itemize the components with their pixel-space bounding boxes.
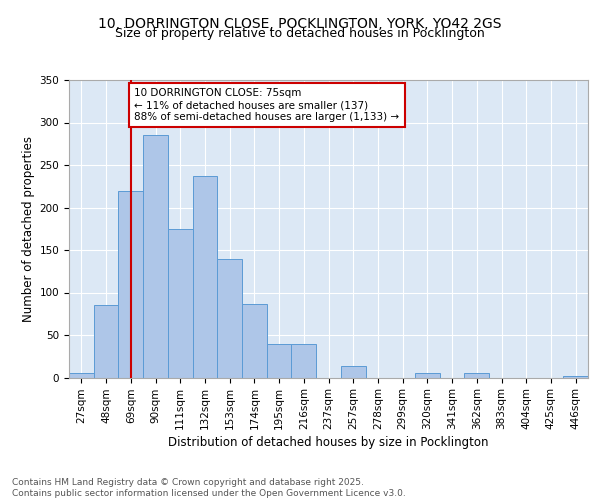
Bar xyxy=(69,373,94,378)
Y-axis label: Number of detached properties: Number of detached properties xyxy=(22,136,35,322)
Bar xyxy=(168,229,193,378)
Bar xyxy=(415,373,440,378)
Bar xyxy=(267,344,292,378)
Bar xyxy=(217,258,242,378)
Bar xyxy=(143,135,168,378)
Text: Size of property relative to detached houses in Pocklington: Size of property relative to detached ho… xyxy=(115,28,485,40)
Bar xyxy=(193,176,217,378)
Bar xyxy=(464,373,489,378)
Bar xyxy=(563,376,588,378)
X-axis label: Distribution of detached houses by size in Pocklington: Distribution of detached houses by size … xyxy=(168,436,489,450)
Bar xyxy=(94,305,118,378)
Text: 10, DORRINGTON CLOSE, POCKLINGTON, YORK, YO42 2GS: 10, DORRINGTON CLOSE, POCKLINGTON, YORK,… xyxy=(98,18,502,32)
Bar xyxy=(341,366,365,378)
Text: Contains HM Land Registry data © Crown copyright and database right 2025.
Contai: Contains HM Land Registry data © Crown c… xyxy=(12,478,406,498)
Text: 10 DORRINGTON CLOSE: 75sqm
← 11% of detached houses are smaller (137)
88% of sem: 10 DORRINGTON CLOSE: 75sqm ← 11% of deta… xyxy=(134,88,400,122)
Bar xyxy=(292,344,316,378)
Bar xyxy=(242,304,267,378)
Bar xyxy=(118,190,143,378)
